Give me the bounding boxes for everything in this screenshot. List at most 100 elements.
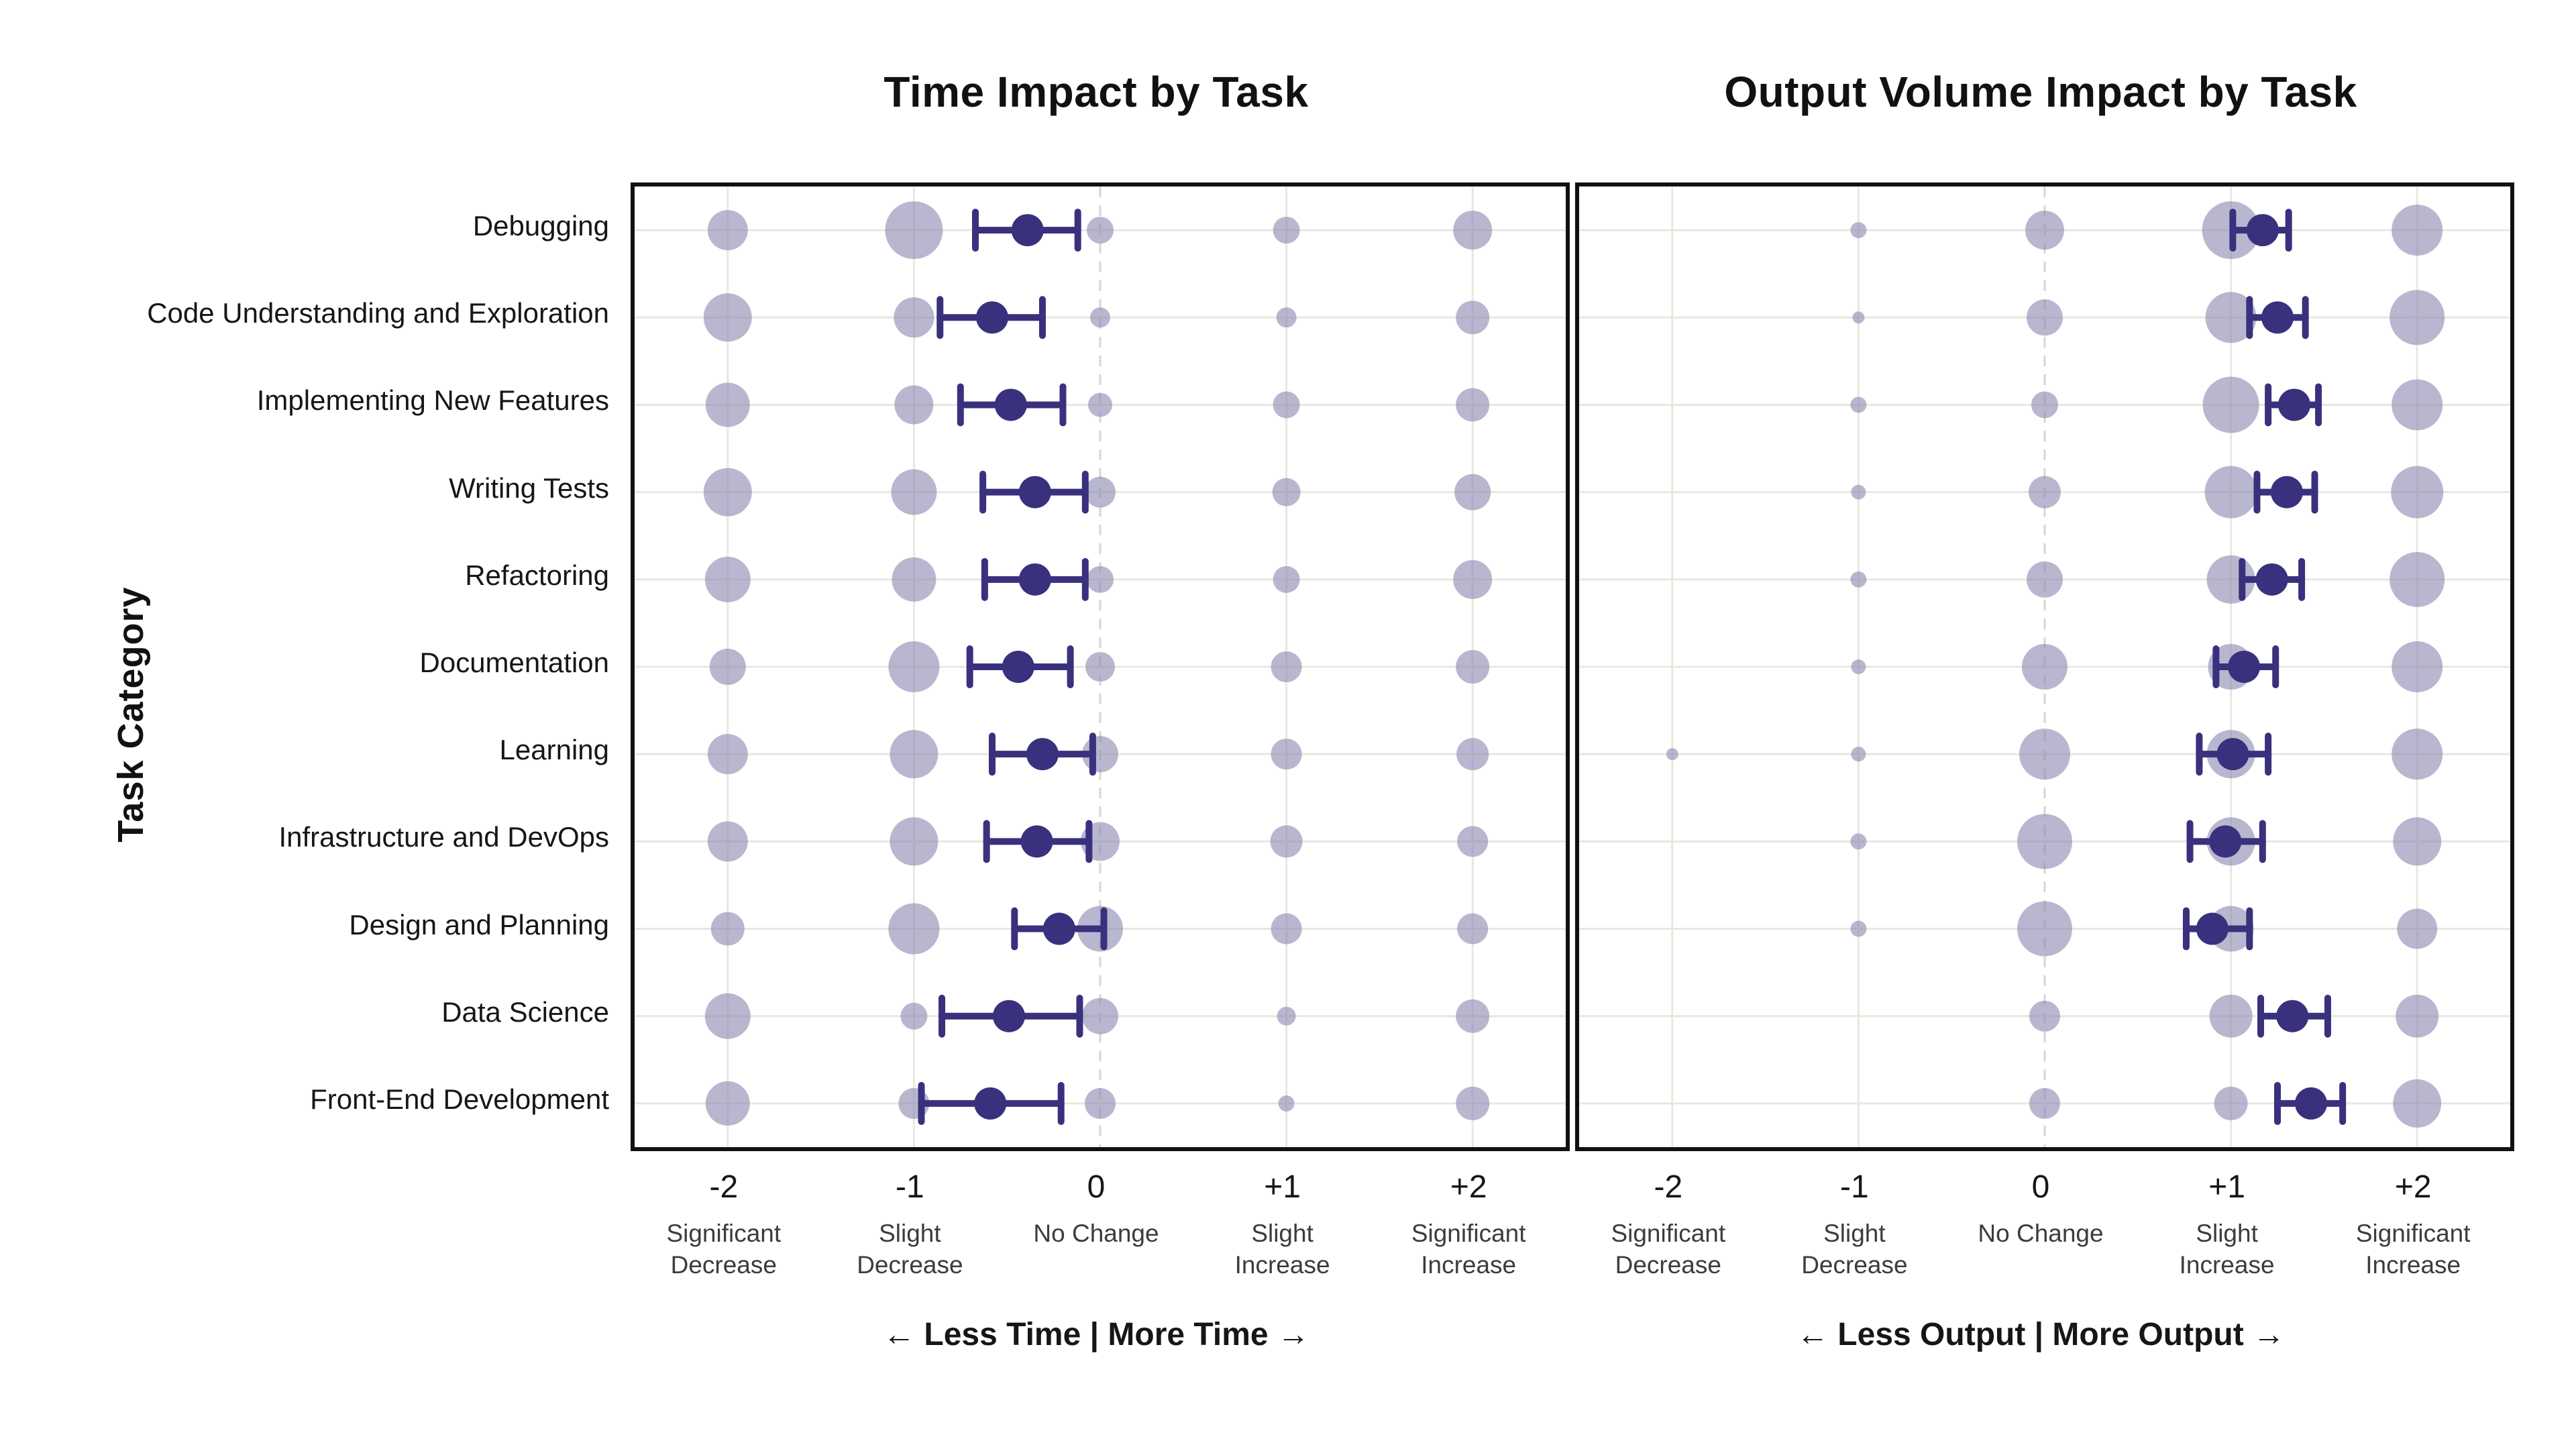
bubble [1085, 1087, 1116, 1119]
bubble [892, 557, 936, 602]
bubble [1456, 388, 1490, 422]
mean-dot [2228, 651, 2261, 683]
mean-dot [1002, 651, 1034, 683]
mean-dot [2261, 301, 2294, 334]
bubble [709, 649, 746, 685]
bubble [1850, 571, 1867, 588]
category-label: Writing Tests [449, 472, 609, 504]
bubble [2202, 376, 2259, 433]
bubble [2017, 901, 2072, 957]
bubble [1273, 391, 1300, 419]
x-tick-sublabel: Significant Decrease [1611, 1220, 1726, 1279]
mean-dot [2216, 738, 2249, 771]
bubble [1087, 217, 1114, 244]
bubble [2390, 551, 2445, 607]
bubble [2392, 641, 2443, 692]
mean-dot [2276, 1000, 2309, 1032]
bubble [900, 1002, 928, 1030]
category-label: Implementing New Features [256, 384, 609, 417]
x-tick-label: -2 [1654, 1169, 1683, 1205]
bubble [1850, 920, 1867, 937]
bubble [2397, 908, 2438, 949]
bubble [2205, 292, 2257, 343]
bubble [2031, 391, 2058, 419]
bubble [2390, 290, 2445, 345]
bubble [2027, 561, 2063, 598]
bubble [888, 641, 940, 692]
x-tick-label: +1 [1264, 1169, 1301, 1205]
category-label: Learning [499, 734, 609, 766]
bubble [1082, 998, 1118, 1034]
mean-dot [2270, 476, 2303, 508]
bubble [1271, 651, 1302, 682]
mean-dot [2196, 912, 2229, 945]
bubble [890, 817, 938, 866]
bubble [710, 912, 745, 946]
output-panel-plot [1579, 186, 2510, 1147]
bubble [1273, 217, 1300, 244]
time-panel [631, 182, 1570, 1151]
bubble [703, 293, 752, 342]
bubble [1090, 307, 1110, 328]
x-tick-label: +2 [2394, 1169, 2432, 1205]
x-tick-sublabel: Slight Decrease [857, 1220, 963, 1279]
bubble [704, 993, 751, 1039]
bubble [2029, 1087, 2060, 1119]
bubble [1850, 833, 1867, 850]
bubble [1277, 1006, 1296, 1026]
category-label: Design and Planning [349, 908, 609, 941]
y-axis-label: Task Category [111, 586, 151, 843]
mean-dot [2277, 388, 2310, 421]
time-panel-plot [635, 186, 1566, 1147]
bubble [2396, 994, 2439, 1038]
bubble [1456, 999, 1490, 1033]
x-tick-sublabel: Significant Increase [2355, 1220, 2471, 1279]
bubble [1453, 559, 1493, 599]
bubble [885, 201, 943, 260]
bubble [2392, 379, 2443, 431]
bubble [2027, 299, 2063, 336]
mean-dot [1018, 476, 1051, 508]
bubble [1852, 311, 1865, 324]
output-panel [1575, 182, 2514, 1151]
bubble [2209, 994, 2253, 1038]
x-tick-sublabel: Slight Increase [1234, 1220, 1330, 1279]
bubble [894, 385, 934, 425]
x-tick-sublabel: No Change [1978, 1220, 2104, 1247]
bubble [1851, 747, 1866, 762]
category-label: Code Understanding and Exploration [147, 297, 609, 329]
bubble [2017, 814, 2072, 869]
bubble [1850, 396, 1867, 413]
x-tick-sublabel: Significant Increase [1411, 1220, 1526, 1279]
category-label: Front-End Development [310, 1083, 609, 1115]
mean-dot [1020, 825, 1053, 858]
right-panel-title: Output Volume Impact by Task [1724, 68, 2357, 116]
bubble [705, 1081, 750, 1126]
bubble [1851, 484, 1866, 500]
category-label: Documentation [419, 647, 610, 678]
bubble [2204, 466, 2257, 519]
bubble [2025, 211, 2064, 250]
bubble [1087, 566, 1114, 593]
output-axis-annotation: ← Less Output | More Output → [1796, 1317, 2286, 1352]
bubble [1273, 566, 1300, 593]
bubble [890, 730, 938, 779]
bubble [707, 821, 748, 862]
bubble [1278, 1095, 1295, 1112]
x-tick-label: +1 [2208, 1169, 2245, 1205]
mean-dot [2209, 825, 2242, 858]
bubble [1271, 913, 1302, 945]
category-label: Infrastructure and DevOps [278, 821, 609, 853]
mean-dot [1018, 563, 1051, 596]
mean-dot [2246, 214, 2279, 247]
mean-dot [2255, 563, 2288, 596]
category-label: Debugging [472, 210, 609, 242]
bubble [1666, 748, 1678, 761]
time-axis-annotation: ← Less Time | More Time → [883, 1317, 1309, 1352]
bubble [1456, 1086, 1490, 1120]
mean-dot [2294, 1087, 2327, 1120]
category-label: Data Science [441, 996, 609, 1028]
x-tick-label: -2 [709, 1169, 739, 1205]
bubble [1457, 826, 1489, 857]
